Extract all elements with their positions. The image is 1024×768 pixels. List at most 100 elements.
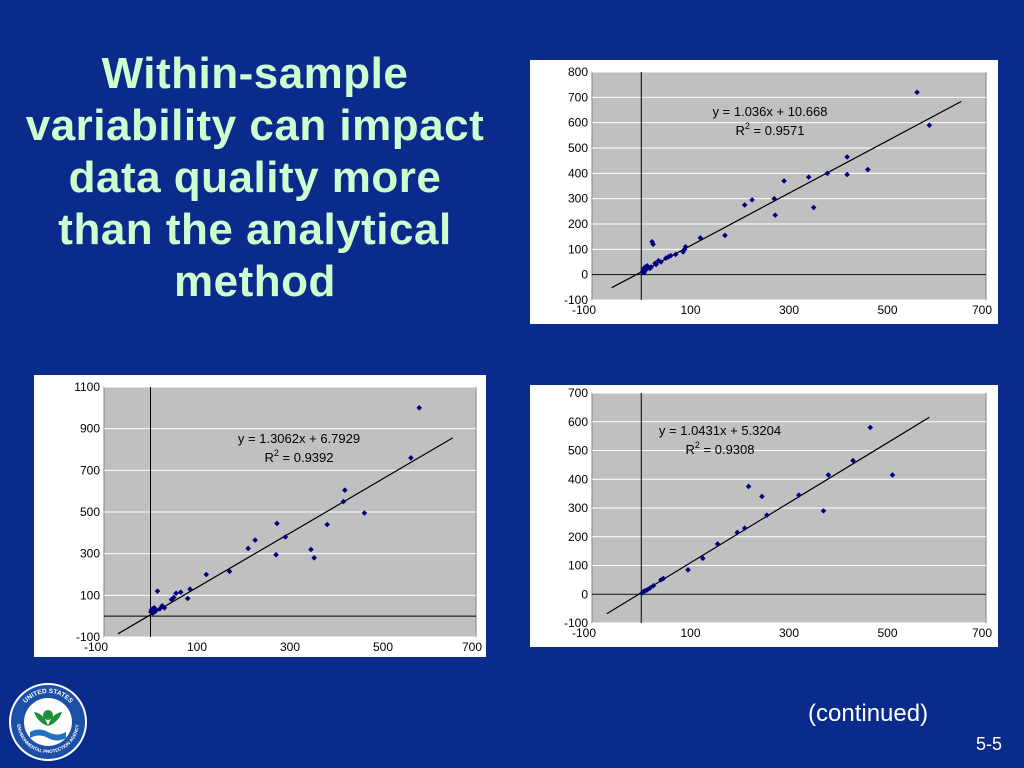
chart2-data-point [274, 520, 280, 527]
chart1-data-point [681, 246, 688, 253]
chart2-data-point [161, 605, 168, 611]
chart1-y-tick-label: 600 [568, 116, 588, 130]
chart2-x-tick-label: 300 [280, 640, 300, 654]
chart2-x-tick-label: 700 [462, 640, 482, 654]
chart3-data-point [889, 472, 896, 478]
epa-logo-flower-icon [43, 710, 53, 720]
chart3-y-tick-label: 0 [581, 587, 588, 601]
chart3-y-tick-label: 300 [568, 501, 588, 515]
continued-note: (continued) [808, 700, 929, 727]
slide-title: Within-sample variability can impact dat… [25, 49, 485, 306]
chart1-y-tick-label: 300 [568, 192, 588, 206]
chart3-data-point [796, 492, 802, 498]
chart1-data-point [741, 202, 748, 208]
chart1-data-point [643, 266, 649, 273]
chart1-y-tick-label: -100 [564, 293, 588, 307]
chart3-x-tick-label: 700 [972, 626, 992, 640]
epa-logo: UNITED STATES ENVIRONMENTAL PROTECTION A… [9, 683, 87, 761]
chart2-y-tick-label: 900 [80, 422, 100, 436]
chart2-r-squared-label: R2 = 0.9392 [265, 448, 334, 465]
chart1-data-point [648, 264, 654, 270]
chart1-equation-label: y = 1.036x + 10.668 [713, 104, 828, 119]
chart1-data-point [682, 244, 689, 250]
chart3-x-tick-label: -100 [572, 626, 596, 640]
chart3-data-point [642, 588, 648, 594]
chart2-y-tick-label: 700 [80, 463, 100, 477]
chart1-data-point [653, 261, 659, 268]
chart3-y-tick-label: 100 [568, 559, 588, 573]
chart1-data-point [771, 195, 778, 202]
scatter-chart-bottom-left: -100 100 300 500 700 900 1100 -100 100 300 500 700 y… [34, 375, 486, 657]
chart3-y-tick-label: -100 [564, 616, 588, 630]
chart1-data-point [772, 212, 779, 218]
chart1-data-point [865, 166, 871, 173]
page-number: 5-5 [976, 734, 1003, 754]
chart2-y-tick-label: -100 [76, 630, 100, 644]
chart2-data-point [273, 551, 279, 558]
chart1-data-point [805, 174, 812, 180]
chart1-y-tick-label: 500 [568, 141, 588, 155]
chart3-data-point [741, 525, 748, 531]
chart2-y-tick-label: 500 [80, 505, 100, 519]
scatter-chart-bottom-left-svg: -100 100 300 500 700 900 1100 -100 100 300 500 700 y… [74, 380, 482, 654]
chart1-data-point [672, 251, 679, 258]
chart3-equation-label: y = 1.0431x + 5.3204 [659, 423, 781, 438]
chart2-y-tick-label: 300 [80, 547, 100, 561]
chart1-x-tick-label: 500 [877, 303, 897, 317]
chart2-data-point [342, 487, 348, 493]
chart1-data-point [722, 232, 728, 239]
chart1-data-point [644, 263, 650, 269]
chart3-y-tick-label: 400 [568, 472, 588, 486]
chart1-y-tick-label: 400 [568, 166, 588, 180]
chart1-x-tick-label: 300 [779, 303, 799, 317]
chart1-x-tick-label: 700 [972, 303, 992, 317]
chart1-data-point [926, 122, 933, 128]
chart2-x-tick-label: 500 [373, 640, 393, 654]
chart3-r-squared-label: R2 = 0.9308 [686, 440, 755, 457]
chart3-data-point [850, 457, 856, 464]
chart3-x-tick-label: 300 [779, 626, 799, 640]
chart3-y-tick-label: 500 [568, 444, 588, 458]
chart3-data-point [647, 585, 653, 591]
chart1-data-point [697, 235, 704, 241]
chart2-data-point [187, 586, 193, 592]
scatter-chart-bottom-right-svg: -100 0 100 200 300 400 500 600 700 -100 100 300 500 7… [564, 386, 992, 640]
chart2-x-tick-label: -100 [84, 640, 108, 654]
chart1-data-point [844, 154, 850, 160]
chart3-data-point [867, 424, 874, 431]
chart2-data-point [184, 595, 191, 602]
chart1-data-point [642, 264, 648, 270]
chart3-data-point [825, 472, 832, 478]
chart3-data-point [639, 590, 646, 596]
chart2-y-tick-label: 100 [80, 588, 100, 602]
chart1-y-tick-label: 100 [568, 242, 588, 256]
chart1-x-tick-label: -100 [572, 303, 596, 317]
chart1-y-tick-label: 0 [581, 268, 588, 282]
chart3-data-point [759, 493, 765, 500]
chart1-data-point [649, 238, 655, 245]
chart1-y-tick-label: 200 [568, 217, 588, 231]
chart1-data-point [844, 171, 850, 178]
chart1-r-squared-label: R2 = 0.9571 [736, 121, 805, 138]
scatter-chart-top-right: -100 0 100 200 300 400 500 600 700 800 -100 100 300 5… [530, 60, 998, 324]
chart2-data-point [170, 594, 177, 601]
chart3-x-tick-label: 100 [680, 626, 700, 640]
epa-logo-water-icon [30, 729, 66, 741]
chart3-y-tick-label: 200 [568, 530, 588, 544]
scatter-chart-bottom-right: -100 0 100 200 300 400 500 600 700 -100 100 300 500 7… [530, 385, 998, 647]
chart1-data-point [781, 178, 787, 184]
chart2-data-point [154, 588, 161, 594]
chart1-data-point [641, 269, 648, 276]
chart1-data-point [665, 254, 672, 260]
chart2-equation-label: y = 1.3062x + 6.7929 [238, 431, 360, 446]
chart1-y-tick-label: 700 [568, 90, 588, 104]
chart1-y-tick-label: 800 [568, 65, 588, 79]
chart2-data-point [245, 545, 251, 552]
epa-logo-inner-disc [24, 698, 72, 746]
chart1-data-point [914, 89, 920, 96]
chart2-data-point [177, 589, 184, 596]
chart2-data-point [311, 555, 317, 561]
chart2-y-tick-label: 1100 [74, 380, 100, 394]
chart3-y-tick-label: 700 [568, 386, 588, 400]
chart2-data-point [361, 510, 368, 516]
